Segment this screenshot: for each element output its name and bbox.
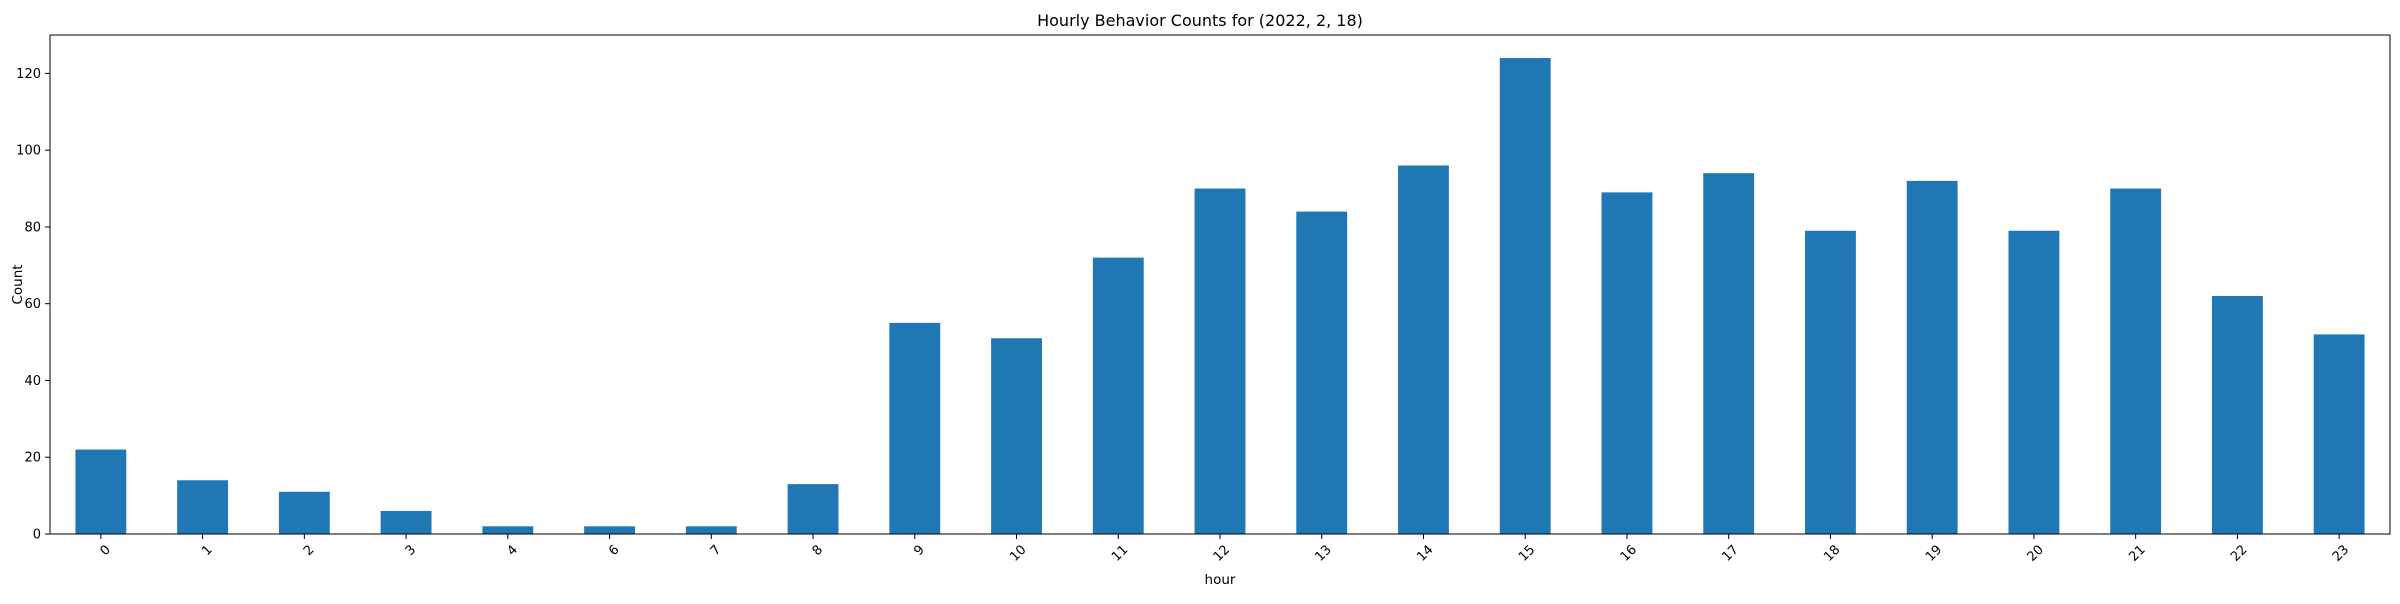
bar-hour-11: [1092, 257, 1144, 534]
bar-hour-23: [2313, 334, 2365, 534]
x-tick-label: 20: [2025, 542, 2047, 564]
x-tick-label: 6: [606, 542, 622, 558]
bar-hour-21: [2110, 188, 2162, 535]
x-tick-label: 16: [1618, 542, 1640, 564]
bar-hour-15: [1499, 58, 1551, 534]
bar-hour-12: [1194, 188, 1246, 535]
x-axis-ticks: 0 1 2 3 4 6 7 8 9 10 11 12 13 14 15 16 17 18 19 20 21 22 23: [97, 534, 2352, 565]
x-tick-label: 2: [301, 542, 317, 558]
bar-hour-22: [2211, 296, 2263, 534]
x-tick-label: 7: [708, 542, 724, 558]
x-tick-label: 13: [1312, 542, 1334, 564]
y-tick-label: 40: [24, 374, 41, 389]
x-tick-label: 3: [403, 542, 419, 558]
bar-hour-0: [75, 449, 127, 534]
x-axis-label: hour: [1205, 572, 1236, 588]
bar-hour-10: [991, 338, 1042, 534]
x-tick-label: 0: [97, 542, 113, 558]
bar-hour-6: [584, 526, 635, 534]
bar-hour-17: [1703, 173, 1755, 534]
x-tick-label: 21: [2126, 542, 2148, 564]
bar-hour-3: [380, 510, 432, 534]
x-tick-label: 1: [199, 542, 215, 558]
y-tick-label: 120: [16, 67, 41, 82]
bar-hour-13: [1296, 211, 1348, 534]
y-tick-label: 20: [24, 451, 41, 466]
bar-hour-7: [685, 526, 737, 534]
x-tick-label: 15: [1516, 542, 1538, 564]
y-tick-label: 80: [24, 220, 41, 235]
y-tick-label: 60: [24, 297, 41, 312]
bar-hour-18: [1805, 230, 1856, 534]
x-tick-label: 10: [1007, 542, 1029, 564]
bar-hour-2: [278, 491, 330, 534]
bar-hour-1: [177, 480, 229, 534]
x-tick-label: 11: [1109, 542, 1131, 564]
bar-hour-20: [2008, 230, 2060, 534]
x-tick-label: 4: [504, 542, 520, 558]
x-tick-label: 14: [1414, 542, 1436, 564]
bar-hour-4: [482, 526, 534, 534]
x-tick-label: 19: [1923, 542, 1945, 564]
y-axis-label: Count: [10, 264, 26, 304]
x-tick-label: 22: [2228, 542, 2250, 564]
bar-hour-14: [1398, 165, 1449, 534]
bar-hour-9: [889, 322, 941, 534]
bar-hour-8: [787, 484, 839, 534]
bar-hour-16: [1601, 192, 1653, 534]
y-axis-ticks: 0 20 40 60 80 100 120: [16, 67, 50, 543]
x-tick-label: 8: [810, 542, 826, 558]
x-tick-label: 23: [2330, 542, 2352, 564]
y-tick-label: 100: [16, 144, 41, 159]
bar-hour-19: [1906, 180, 1958, 535]
x-tick-label: 18: [1821, 542, 1843, 564]
y-tick-label: 0: [33, 528, 41, 543]
x-tick-label: 12: [1211, 542, 1233, 564]
x-tick-label: 9: [911, 542, 927, 558]
x-tick-label: 17: [1719, 542, 1741, 564]
chart-title: Hourly Behavior Counts for (2022, 2, 18): [1037, 11, 1363, 30]
axes-frame: [49, 34, 2391, 535]
bars-layer: [75, 58, 2365, 535]
